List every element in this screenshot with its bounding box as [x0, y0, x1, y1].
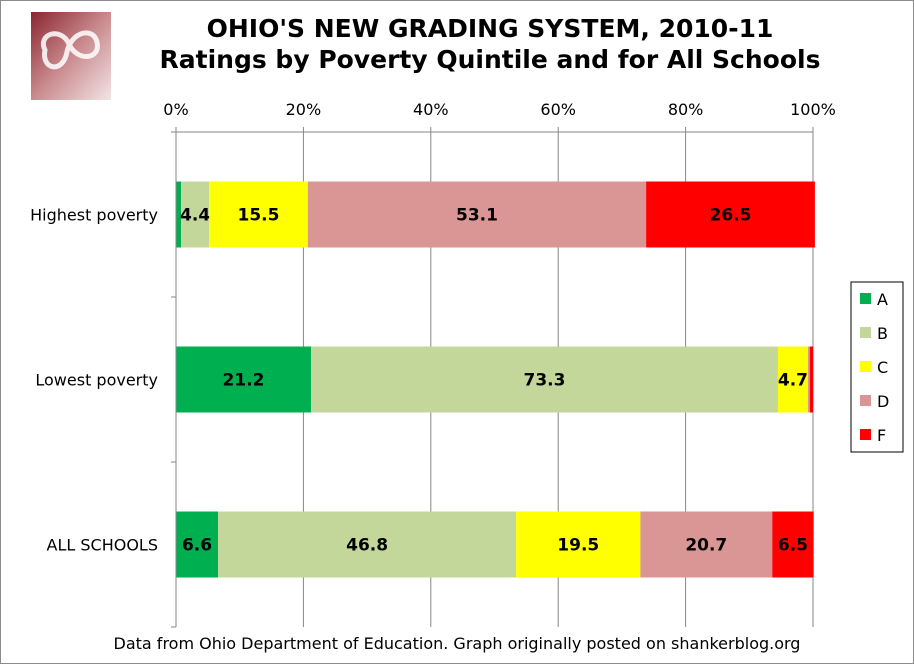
data-label-C-2: 19.5 [557, 536, 599, 556]
category-label-0: Highest poverty [30, 206, 158, 225]
legend-label-F: F [877, 426, 886, 445]
legend-swatch-B [860, 327, 871, 338]
bar-F-2 [772, 511, 814, 578]
legend-label-D: D [877, 392, 889, 411]
x-tick-label-0: 0% [163, 100, 188, 119]
data-label-A-2: 6.6 [182, 536, 212, 556]
x-tick-label-40: 40% [413, 100, 449, 119]
chart-title: OHIO'S NEW GRADING SYSTEM, 2010-11 [206, 14, 774, 43]
legend-swatch-D [860, 395, 871, 406]
bar-B-2 [218, 511, 517, 578]
legend-swatch-F [860, 429, 871, 440]
legend-swatch-C [860, 361, 871, 372]
bar-C-0 [209, 181, 308, 248]
infinity-logo-icon [31, 12, 111, 100]
legend-label-B: B [877, 324, 888, 343]
data-label-B-1: 73.3 [524, 371, 566, 391]
bar-A-1 [176, 346, 312, 413]
data-label-C-0: 15.5 [238, 206, 280, 226]
bar-C-2 [516, 511, 641, 578]
data-label-B-2: 46.8 [346, 536, 388, 556]
data-label-B-0: 4.4 [180, 206, 210, 226]
data-label-A-1: 21.2 [223, 371, 265, 391]
legend-label-A: A [877, 290, 888, 309]
legend-swatch-A [860, 293, 871, 304]
bar-F-0 [646, 181, 815, 248]
x-tick-label-60: 60% [540, 100, 576, 119]
bar-D-1 [807, 346, 810, 413]
data-label-D-0: 53.1 [456, 206, 498, 226]
legend-box [850, 281, 904, 453]
bar-D-0 [307, 181, 647, 248]
x-tick-label-20: 20% [286, 100, 322, 119]
bar-A-0 [176, 181, 182, 248]
data-label-F-0: 26.5 [710, 206, 752, 226]
footnote: Data from Ohio Department of Education. … [113, 634, 801, 653]
bar-B-1 [311, 346, 778, 413]
category-label-2: ALL SCHOOLS [47, 536, 158, 555]
data-label-C-1: 4.7 [778, 371, 808, 391]
bar-D-2 [640, 511, 773, 578]
bar-B-0 [181, 181, 210, 248]
data-label-D-2: 20.7 [685, 536, 727, 556]
category-label-1: Lowest poverty [35, 371, 158, 390]
legend-label-C: C [877, 358, 888, 377]
bar-A-2 [176, 511, 219, 578]
data-label-F-2: 6.5 [778, 536, 808, 556]
x-tick-label-80: 80% [668, 100, 704, 119]
bar-C-1 [777, 346, 808, 413]
chart-subtitle: Ratings by Poverty Quintile and for All … [159, 45, 821, 74]
bar-F-1 [809, 346, 813, 413]
x-tick-label-100: 100% [790, 100, 836, 119]
